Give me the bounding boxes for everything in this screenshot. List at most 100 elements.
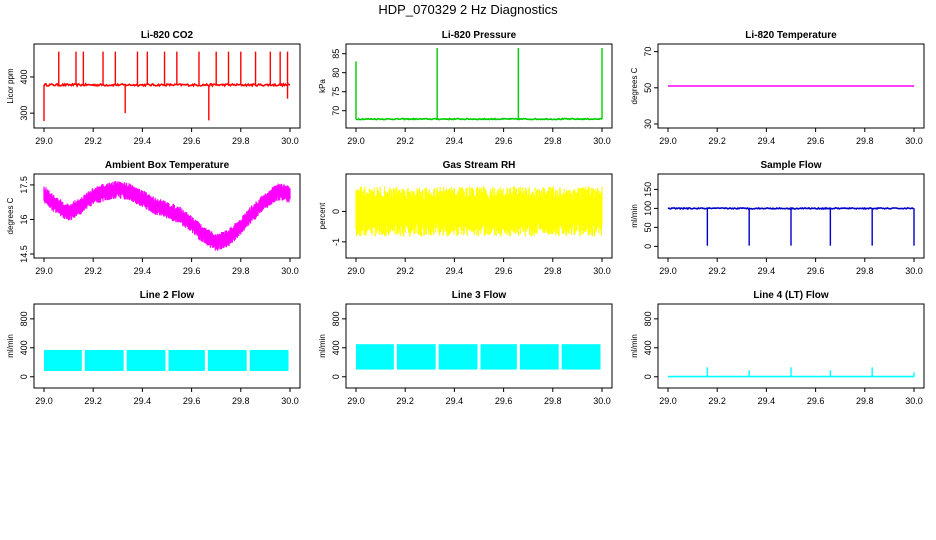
- xtick-label-line2-5: 30.0: [281, 396, 299, 406]
- ylabel-sample: ml/min: [630, 204, 639, 228]
- xtick-label-rh-3: 29.6: [495, 266, 513, 276]
- ytick-label-pres-1: 75: [331, 87, 341, 97]
- block-line2-1: [84, 349, 124, 371]
- ylabel-line3: ml/min: [318, 334, 327, 358]
- ytick-label-sample-3: 150: [643, 182, 653, 197]
- xtick-label-pres-1: 29.2: [396, 136, 414, 146]
- xtick-label-co2-4: 29.8: [232, 136, 250, 146]
- trace-pres: [355, 117, 603, 121]
- xtick-label-co2-5: 30.0: [281, 136, 299, 146]
- ytick-label-line2-1: 400: [19, 340, 29, 355]
- series-line4: [668, 367, 915, 378]
- panel-ambient: Ambient Box Temperature 29.0 29.2 29.4 29.6 2…: [6, 160, 301, 276]
- xtick-label-line4-4: 29.8: [856, 396, 874, 406]
- block-line3-3: [480, 344, 517, 370]
- xtick-label-pres-5: 30.0: [593, 136, 611, 146]
- ytick-label-line4-1: 400: [643, 340, 653, 355]
- xtick-label-line2-1: 29.2: [84, 396, 102, 406]
- xtick-label-ambient-2: 29.4: [134, 266, 152, 276]
- plot-frame-line3: [345, 303, 613, 389]
- ytick-label-sample-1: 50: [643, 222, 653, 232]
- xtick-label-line3-4: 29.8: [544, 396, 562, 406]
- panel-co2: Li-820 CO2 29.0 29.2 29.4 29.6 29.8 30.0 300 400…: [6, 30, 301, 146]
- band-ambient: [43, 181, 291, 251]
- xtick-label-rh-2: 29.4: [446, 266, 464, 276]
- xtick-label-line3-0: 29.0: [347, 396, 365, 406]
- series-sample: [667, 206, 915, 246]
- panel-line3: Line 3 Flow 29.0 29.2 29.4 29.6 29.8 30.0 0 400 8…: [318, 290, 613, 406]
- xtick-label-line2-3: 29.6: [183, 396, 201, 406]
- xtick-label-co2-3: 29.6: [183, 136, 201, 146]
- panel-title-line4: Line 4 (LT) Flow: [753, 290, 829, 301]
- xtick-label-temp-0: 29.0: [659, 136, 677, 146]
- plot-frame-co2: [33, 43, 301, 129]
- xtick-label-line3-2: 29.4: [446, 396, 464, 406]
- ytick-label-ambient-2: 17.5: [19, 176, 29, 194]
- xtick-label-sample-3: 29.6: [807, 266, 825, 276]
- ytick-label-line3-1: 400: [331, 340, 341, 355]
- block-line3-2: [438, 344, 478, 370]
- panel-title-rh: Gas Stream RH: [443, 160, 516, 171]
- block-line3-5: [561, 344, 601, 370]
- plot-frame-sample: [657, 173, 925, 259]
- xtick-label-rh-0: 29.0: [347, 266, 365, 276]
- series-ambient: [43, 181, 291, 251]
- plot-frame-temp: [657, 43, 925, 129]
- xtick-label-line3-5: 30.0: [593, 396, 611, 406]
- xtick-label-line4-1: 29.2: [708, 396, 726, 406]
- trace-co2: [43, 82, 291, 88]
- ytick-label-line2-0: 0: [19, 374, 29, 379]
- block-line2-3: [168, 349, 205, 371]
- panel-title-pres: Li-820 Pressure: [442, 30, 517, 41]
- panel-title-line2: Line 2 Flow: [140, 290, 195, 301]
- xtick-label-line4-3: 29.6: [807, 396, 825, 406]
- plot-frame-line4: [657, 303, 925, 389]
- xtick-label-sample-0: 29.0: [659, 266, 677, 276]
- ytick-label-temp-0: 30: [643, 119, 653, 129]
- xtick-label-line4-5: 30.0: [905, 396, 923, 406]
- xtick-label-co2-1: 29.2: [84, 136, 102, 146]
- ytick-label-rh-0: -1: [331, 238, 341, 246]
- ylabel-co2: Licor ppm: [6, 68, 15, 103]
- xtick-label-temp-1: 29.2: [708, 136, 726, 146]
- xtick-label-sample-5: 30.0: [905, 266, 923, 276]
- xtick-label-rh-4: 29.8: [544, 266, 562, 276]
- series-rh: [355, 186, 603, 237]
- ytick-label-ambient-1: 16: [19, 214, 29, 224]
- xtick-label-line4-0: 29.0: [659, 396, 677, 406]
- xtick-label-co2-0: 29.0: [35, 136, 53, 146]
- xtick-label-ambient-0: 29.0: [35, 266, 53, 276]
- ylabel-ambient: degrees C: [6, 197, 15, 234]
- block-line3-1: [396, 344, 436, 370]
- panel-line2: Line 2 Flow 29.0 29.2 29.4 29.6 29.8 30.0 0 400 8…: [6, 290, 301, 406]
- xtick-label-pres-0: 29.0: [347, 136, 365, 146]
- xtick-label-line4-2: 29.4: [758, 396, 776, 406]
- panel-rh: Gas Stream RH 29.0 29.2 29.4 29.6 29.8 30.0 -1 0…: [318, 160, 613, 276]
- block-line2-0: [44, 349, 82, 371]
- xtick-label-line2-4: 29.8: [232, 396, 250, 406]
- panel-temp: Li-820 Temperature 29.0 29.2 29.4 29.6 29.8 30…: [630, 30, 925, 146]
- xtick-label-sample-2: 29.4: [758, 266, 776, 276]
- block-line2-5: [249, 349, 289, 371]
- panel-title-co2: Li-820 CO2: [141, 30, 194, 41]
- block-line3-4: [519, 344, 559, 370]
- trace-sample: [667, 206, 915, 211]
- ylabel-rh: percent: [318, 202, 327, 229]
- ylabel-pres: kPa: [318, 79, 327, 93]
- ytick-label-pres-3: 85: [331, 49, 341, 59]
- series-co2: [43, 51, 291, 122]
- panel-title-temp: Li-820 Temperature: [745, 30, 837, 41]
- block-line2-4: [207, 349, 247, 371]
- panel-title-line3: Line 3 Flow: [452, 290, 507, 301]
- ylabel-temp: degrees C: [630, 67, 639, 104]
- ytick-label-line3-0: 0: [331, 374, 341, 379]
- panel-pres: Li-820 Pressure 29.0 29.2 29.4 29.6 29.8 30.0 7…: [318, 30, 613, 146]
- plot-frame-ambient: [33, 173, 301, 259]
- xtick-label-line3-1: 29.2: [396, 396, 414, 406]
- ytick-label-line4-2: 800: [643, 311, 653, 326]
- panel-title-ambient: Ambient Box Temperature: [105, 160, 230, 171]
- xtick-label-ambient-5: 30.0: [281, 266, 299, 276]
- xtick-label-co2-2: 29.4: [134, 136, 152, 146]
- ylabel-line2: ml/min: [6, 334, 15, 358]
- xtick-label-ambient-1: 29.2: [84, 266, 102, 276]
